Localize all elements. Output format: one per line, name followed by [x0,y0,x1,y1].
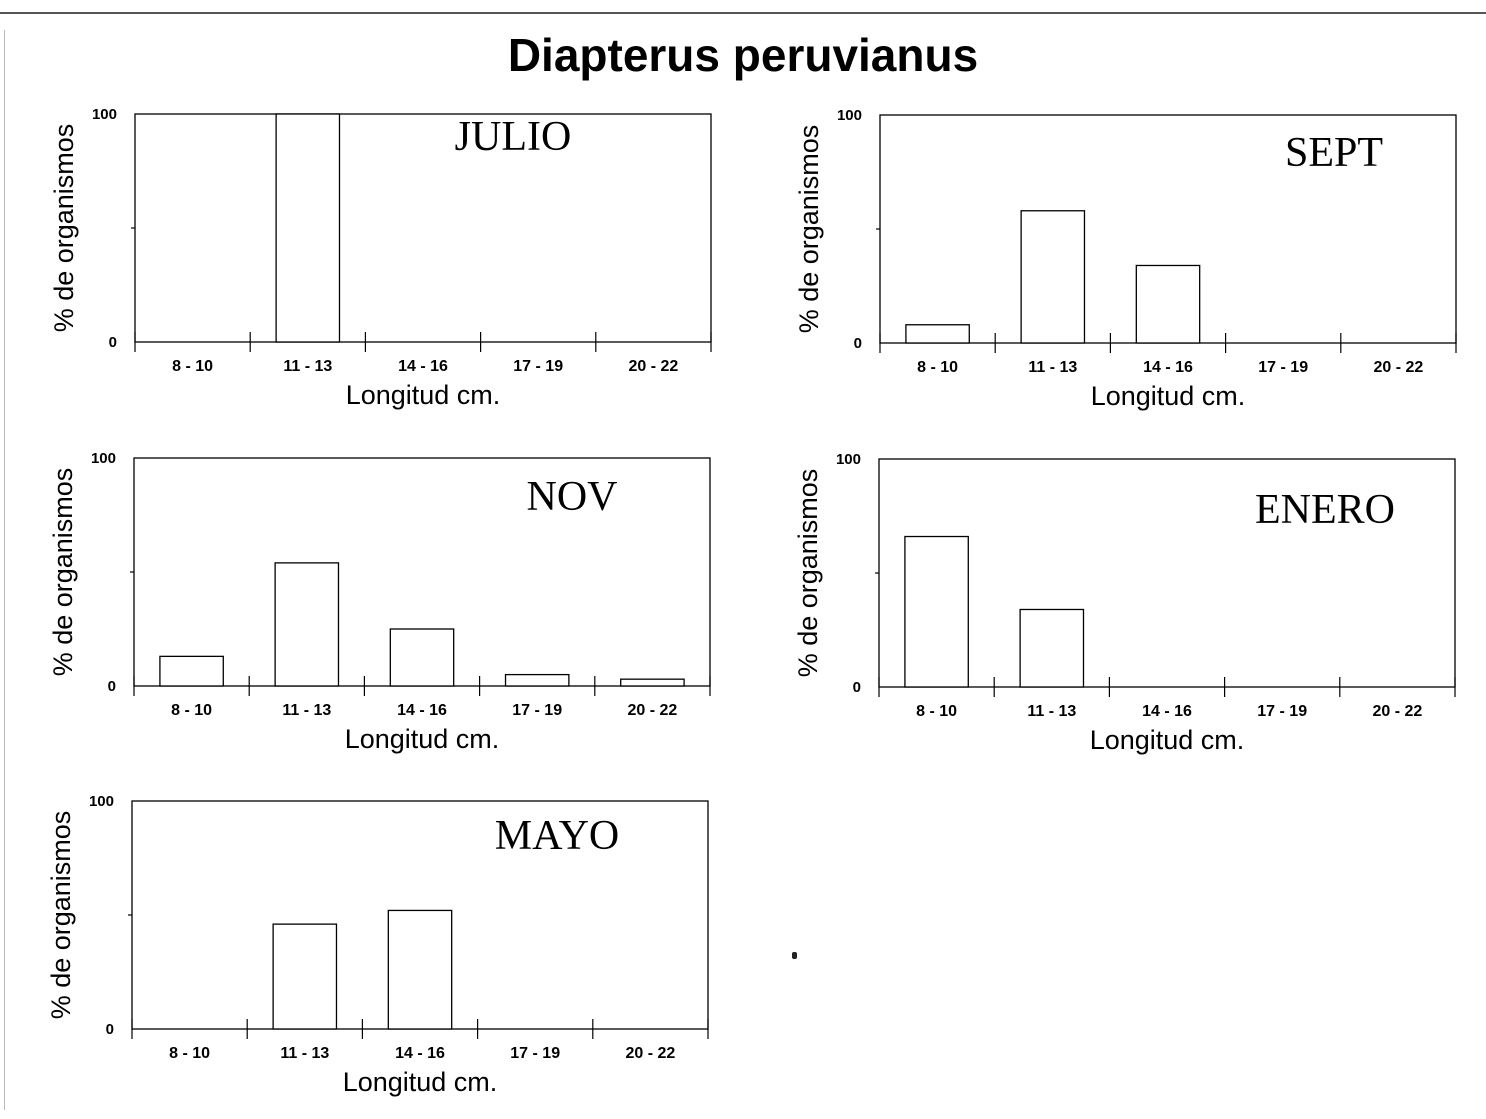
y-tick-label: 0 [854,335,862,352]
top-rule [0,12,1486,14]
bar-8-10 [904,535,969,688]
y-axis-title: % de organismos [794,125,824,334]
scan-speck [792,952,797,959]
x-tick-label: 14 - 16 [398,358,448,375]
y-tick-label: 100 [836,451,861,468]
chart-julio: 0 100 8 - 10 11 - 13 14 - 16 17 - 19 20 - 22 Lo… [49,106,712,410]
y-tick-label: 0 [108,678,116,695]
y-tick-label: 0 [106,1021,114,1038]
month-label: SEPT [1285,130,1383,176]
x-tick-label: 14 - 16 [397,702,447,719]
y-axis-title: % de organismos [48,468,78,677]
chart-panel-enero: 0 100 8 - 10 11 - 13 14 - 16 17 - 19 20 - 22 Lo… [784,447,1484,767]
y-tick-label: 0 [853,679,861,696]
bar-8-10 [159,655,224,687]
x-tick-label: 11 - 13 [1028,359,1077,376]
x-axis-title: Longitud cm. [345,724,500,754]
x-tick-label: 17 - 19 [512,702,562,719]
x-tick-label: 8 - 10 [169,1045,210,1062]
x-tick-label: 11 - 13 [280,1045,329,1062]
x-tick-label: 17 - 19 [1258,359,1308,376]
x-axis-title: Longitud cm. [346,380,501,410]
x-tick-label: 11 - 13 [1027,703,1076,720]
y-axis-title: % de organismos [793,469,823,678]
y-tick-label: 0 [109,334,117,351]
x-tick-label: 20 - 22 [1372,703,1422,720]
y-axis-title: % de organismos [46,811,76,1020]
figure-title: Diapterus peruvianus [507,29,979,81]
x-tick-label: 17 - 19 [513,358,563,375]
x-axis-title: Longitud cm. [1090,725,1245,755]
y-tick-label: 100 [837,107,862,124]
x-tick-label: 17 - 19 [510,1045,560,1062]
bar-20-22 [620,678,685,687]
bar-11-13 [272,923,338,1030]
chart-panel-mayo: 0 100 8 - 10 11 - 13 14 - 16 17 - 19 20 - 22 Lo… [37,789,737,1109]
x-tick-label: 20 - 22 [627,702,677,719]
x-tick-label: 14 - 16 [395,1045,445,1062]
chart-panel-julio: 0 100 8 - 10 11 - 13 14 - 16 17 - 19 20 - 22 Lo… [40,102,740,422]
x-tick-label: 14 - 16 [1143,359,1193,376]
month-label: MAYO [495,813,619,859]
y-tick-label: 100 [92,106,117,123]
x-tick-label: 20 - 22 [625,1045,675,1062]
bar-14-16 [1135,264,1201,344]
month-label: NOV [527,474,618,520]
left-scan-edge [4,30,5,1110]
x-axis-title: Longitud cm. [343,1067,498,1097]
bar-11-13 [275,113,341,343]
x-tick-label: 20 - 22 [1373,359,1423,376]
x-tick-label: 8 - 10 [171,702,212,719]
bar-17-19 [504,673,570,687]
chart-enero: 0 100 8 - 10 11 - 13 14 - 16 17 - 19 20 - 22 Lo… [793,451,1456,755]
chart-panel-sept: 0 100 8 - 10 11 - 13 14 - 16 17 - 19 20 - 22 Lo… [785,103,1485,423]
month-label: JULIO [455,114,572,160]
x-axis-title: Longitud cm. [1091,381,1246,411]
chart-mayo: 0 100 8 - 10 11 - 13 14 - 16 17 - 19 20 - 22 Lo… [46,793,709,1097]
x-tick-label: 20 - 22 [628,358,678,375]
chart-panel-nov: 0 100 8 - 10 11 - 13 14 - 16 17 - 19 20 - 22 Lo… [39,446,739,766]
bar-11-13 [1019,608,1085,688]
x-tick-label: 17 - 19 [1257,703,1307,720]
bar-8-10 [905,324,970,344]
x-tick-label: 11 - 13 [283,358,332,375]
bar-14-16 [389,628,455,687]
chart-nov: 0 100 8 - 10 11 - 13 14 - 16 17 - 19 20 - 22 Lo… [48,450,711,754]
x-tick-label: 8 - 10 [172,358,213,375]
bar-14-16 [387,909,453,1030]
bar-11-13 [1020,210,1086,344]
month-label: ENERO [1255,487,1395,533]
x-tick-label: 14 - 16 [1142,703,1192,720]
y-axis-title: % de organismos [49,124,79,333]
y-tick-label: 100 [89,793,114,810]
plot-frame [134,113,712,343]
x-tick-label: 11 - 13 [282,702,331,719]
x-tick-label: 8 - 10 [916,703,957,720]
x-tick-label: 8 - 10 [917,359,958,376]
chart-sept: 0 100 8 - 10 11 - 13 14 - 16 17 - 19 20 - 22 Lo… [794,107,1457,411]
y-tick-label: 100 [91,450,116,467]
bar-11-13 [274,562,340,687]
